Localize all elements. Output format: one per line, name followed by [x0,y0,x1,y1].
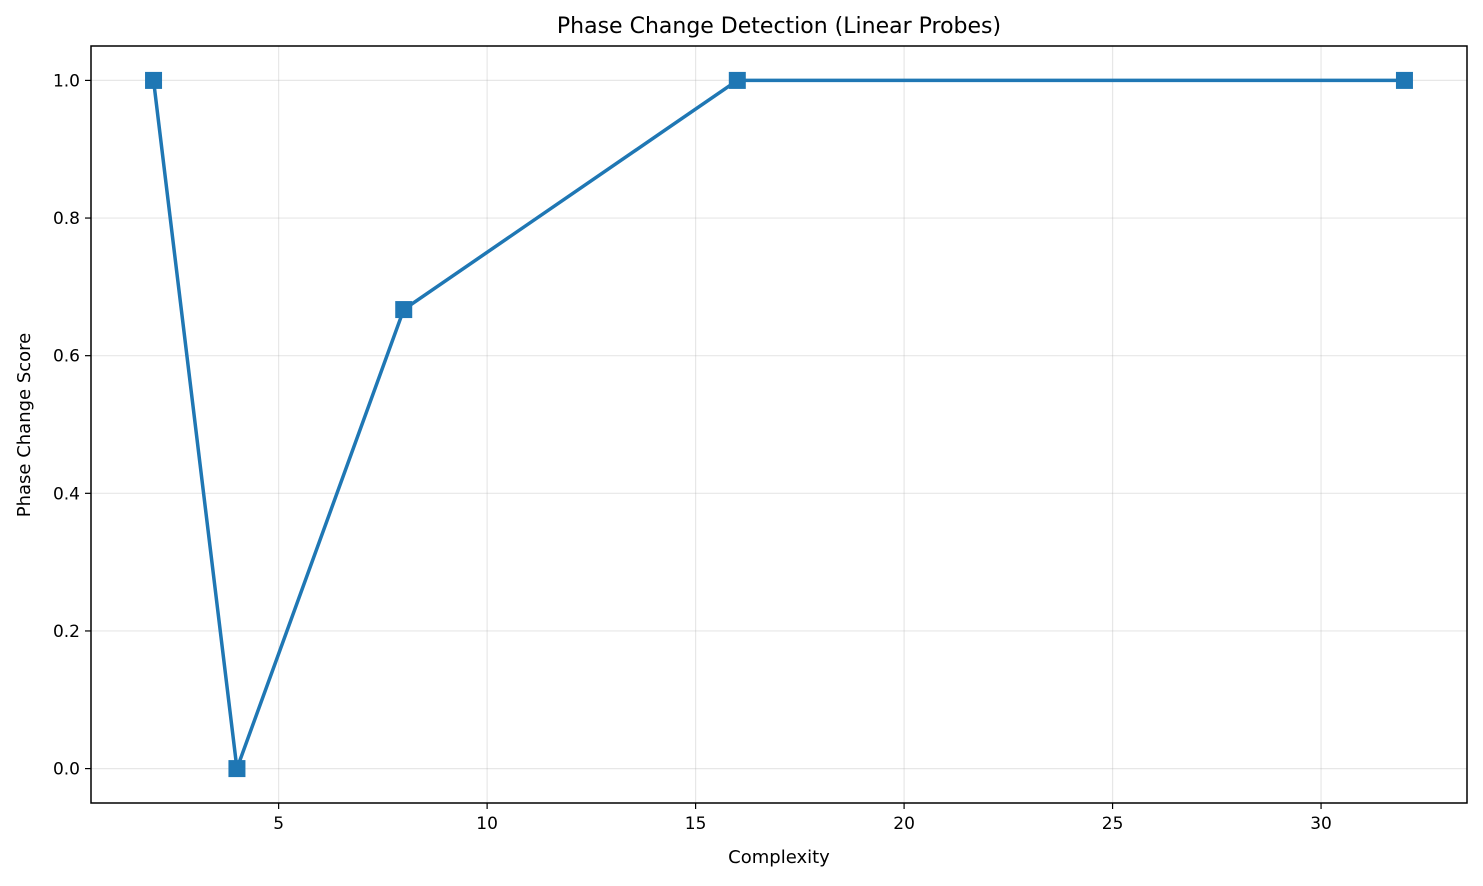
y-tick-label: 0.6 [53,347,80,367]
series-layer [145,71,1413,778]
y-tick-label: 0.0 [53,760,80,780]
x-tick-label: 25 [1102,814,1124,834]
x-tick-label: 5 [273,814,284,834]
y-tick-label: 1.0 [53,71,80,91]
x-axis-ticks: 5 10 15 20 25 30 [273,803,1332,834]
chart-title: Phase Change Detection (Linear Probes) [557,14,1001,39]
y-axis-ticks: 0.0 0.2 0.4 0.6 0.8 1.0 [53,71,91,780]
data-point-marker [228,760,246,778]
plot-area-frame [90,45,1468,804]
x-tick-label: 10 [476,814,498,834]
data-point-marker [395,301,413,319]
y-axis-label: Phase Change Score [14,333,35,518]
series-line [151,78,1407,771]
x-axis-label: Complexity [728,847,830,868]
data-point-marker [1395,71,1413,89]
data-point-marker [728,71,746,89]
x-tick-label: 15 [685,814,707,834]
grid [91,46,1467,803]
y-tick-label: 0.2 [53,622,80,642]
data-point-marker [145,71,163,89]
y-tick-label: 0.8 [53,209,80,229]
x-tick-label: 20 [893,814,915,834]
x-tick-label: 30 [1310,814,1332,834]
y-tick-label: 0.4 [53,484,80,504]
